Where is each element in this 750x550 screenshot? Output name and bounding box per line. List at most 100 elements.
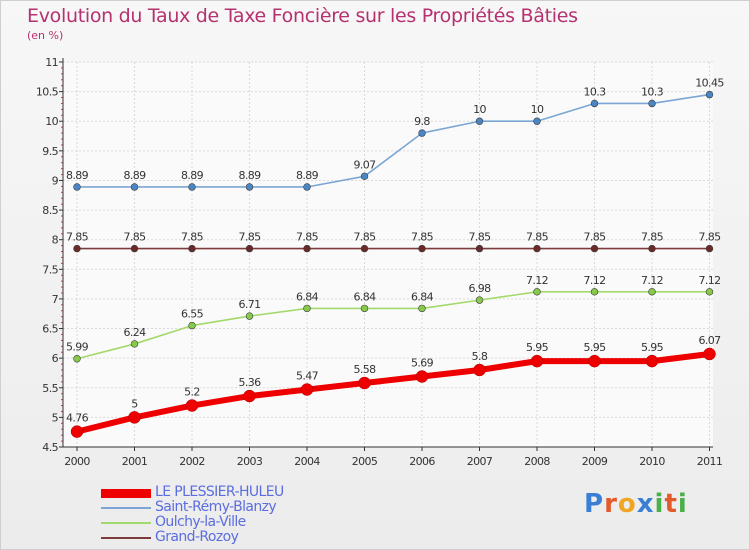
data-point — [73, 244, 81, 253]
legend-label: Saint-Rémy-Blanzy — [155, 499, 277, 515]
grid — [63, 61, 713, 448]
data-label: 7.85 — [181, 231, 204, 244]
data-label: 5.95 — [641, 341, 664, 354]
x-tick-label: 2008 — [524, 455, 550, 468]
data-label: 5.36 — [238, 376, 261, 389]
x-tick-label: 2010 — [639, 455, 665, 468]
y-tick-label: 5.5 — [42, 382, 58, 395]
logo-letter: x — [636, 489, 655, 519]
data-label: 6.84 — [411, 290, 434, 303]
y-tick-label: 10.5 — [36, 86, 59, 99]
legend-swatch — [101, 522, 151, 524]
data-label: 7.85 — [238, 231, 261, 244]
data-label: 10 — [473, 103, 486, 116]
series-line — [76, 351, 710, 435]
y-tick-label: 5 — [52, 411, 59, 424]
proxiti-logo: Proxiti — [584, 489, 688, 519]
data-point — [475, 244, 484, 253]
data-label: 6.71 — [238, 298, 260, 311]
data-point — [530, 354, 544, 368]
data-label: 8.89 — [238, 169, 261, 182]
data-point — [300, 383, 314, 396]
legend-swatch — [101, 537, 151, 539]
data-label: 8.89 — [123, 169, 146, 182]
logo-letter: i — [654, 489, 665, 519]
logo-letter: i — [677, 489, 688, 519]
data-point — [648, 288, 656, 296]
y-tick-label: 11 — [45, 56, 58, 69]
data-point — [533, 288, 541, 296]
x-tick-label: 2011 — [697, 455, 723, 468]
data-label: 10.45 — [695, 77, 724, 90]
data-point — [533, 244, 541, 253]
data-label: 9.8 — [414, 115, 430, 128]
data-point — [303, 183, 311, 191]
x-tick-label: 2007 — [467, 455, 493, 468]
chart-title: Evolution du Taux de Taxe Foncière sur l… — [27, 5, 578, 27]
x-tick-label: 2009 — [582, 455, 608, 468]
y-tick-label: 8 — [52, 234, 59, 247]
x-tick-label: 2006 — [409, 455, 435, 468]
data-point — [705, 244, 714, 253]
data-point — [475, 117, 484, 125]
y-tick-label: 4.5 — [42, 441, 58, 454]
data-label: 10.3 — [583, 85, 606, 98]
data-point — [645, 354, 659, 368]
chart-subtitle: (en %) — [27, 29, 64, 42]
y-tick-label: 10 — [45, 115, 58, 128]
data-label: 4.76 — [66, 412, 89, 425]
data-label: 5.8 — [472, 350, 488, 363]
data-point — [360, 172, 369, 181]
data-label: 6.98 — [468, 282, 491, 295]
logo-letter: P — [584, 489, 605, 519]
data-label: 7.12 — [526, 274, 548, 287]
data-label: 7.12 — [641, 274, 663, 287]
data-label: 7.85 — [123, 231, 146, 244]
data-label: 7.85 — [296, 231, 319, 244]
data-point — [130, 183, 139, 191]
data-point — [705, 288, 714, 296]
x-tick-label: 2000 — [64, 455, 90, 468]
data-label: 7.85 — [583, 231, 606, 244]
data-label: 8.89 — [181, 169, 204, 182]
y-tick-label: 9 — [52, 174, 59, 187]
data-point — [648, 244, 656, 253]
data-point — [185, 399, 199, 412]
data-label: 6.55 — [181, 308, 204, 321]
data-point — [360, 304, 369, 313]
logo-letter: t — [664, 489, 678, 519]
data-point — [360, 244, 369, 253]
data-label: 5.58 — [353, 363, 376, 376]
series-line — [77, 93, 710, 188]
data-point — [703, 347, 716, 361]
data-point — [245, 244, 254, 253]
data-labels: 8.89 8.89 8.89 8.89 8.89 9.07 9.8 10 10 10.3 10.3 1… — [66, 77, 725, 425]
data-label: 7.85 — [411, 231, 434, 244]
data-label: 7.85 — [698, 231, 721, 244]
data-label: 7.85 — [526, 231, 549, 244]
y-tick-label: 9.5 — [42, 145, 58, 158]
legend-label: LE PLESSIER-HULEU — [155, 484, 284, 500]
data-point — [590, 288, 599, 296]
legend-label: Grand-Rozoy — [155, 529, 239, 545]
y-tick-label: 8.5 — [42, 204, 58, 217]
data-label: 7.12 — [583, 274, 605, 287]
data-point — [418, 129, 426, 137]
data-label: 7.85 — [641, 231, 664, 244]
data-point — [188, 183, 196, 191]
data-point — [245, 183, 254, 191]
data-point — [245, 312, 254, 320]
x-tick-label: 2004 — [294, 455, 320, 468]
data-point — [590, 244, 599, 253]
data-label: 7.12 — [698, 274, 720, 287]
data-point — [130, 244, 139, 253]
data-point — [415, 370, 429, 383]
data-label: 6.24 — [123, 326, 146, 339]
legend-swatch — [101, 507, 151, 509]
data-point — [303, 304, 311, 313]
data-label: 10.3 — [641, 85, 664, 98]
data-label: 5.95 — [583, 341, 606, 354]
series-line — [76, 291, 710, 360]
